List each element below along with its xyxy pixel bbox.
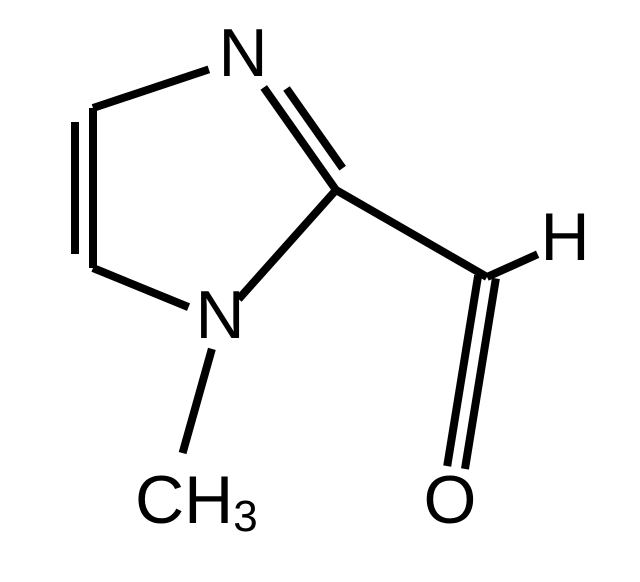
atom-label-CH3: CH3	[135, 462, 258, 541]
bond	[239, 190, 336, 299]
bond	[487, 254, 538, 277]
bond	[93, 268, 189, 307]
atom-label-H_right: H	[540, 199, 589, 275]
atom-label-N_top: N	[218, 15, 267, 91]
bond	[183, 349, 212, 453]
atom-label-N_lower: N	[195, 277, 244, 353]
molecule-diagram: N N H O CH3	[0, 0, 640, 582]
bond	[93, 69, 209, 108]
bond	[336, 190, 487, 277]
atom-label-O_bottom: O	[424, 462, 477, 538]
